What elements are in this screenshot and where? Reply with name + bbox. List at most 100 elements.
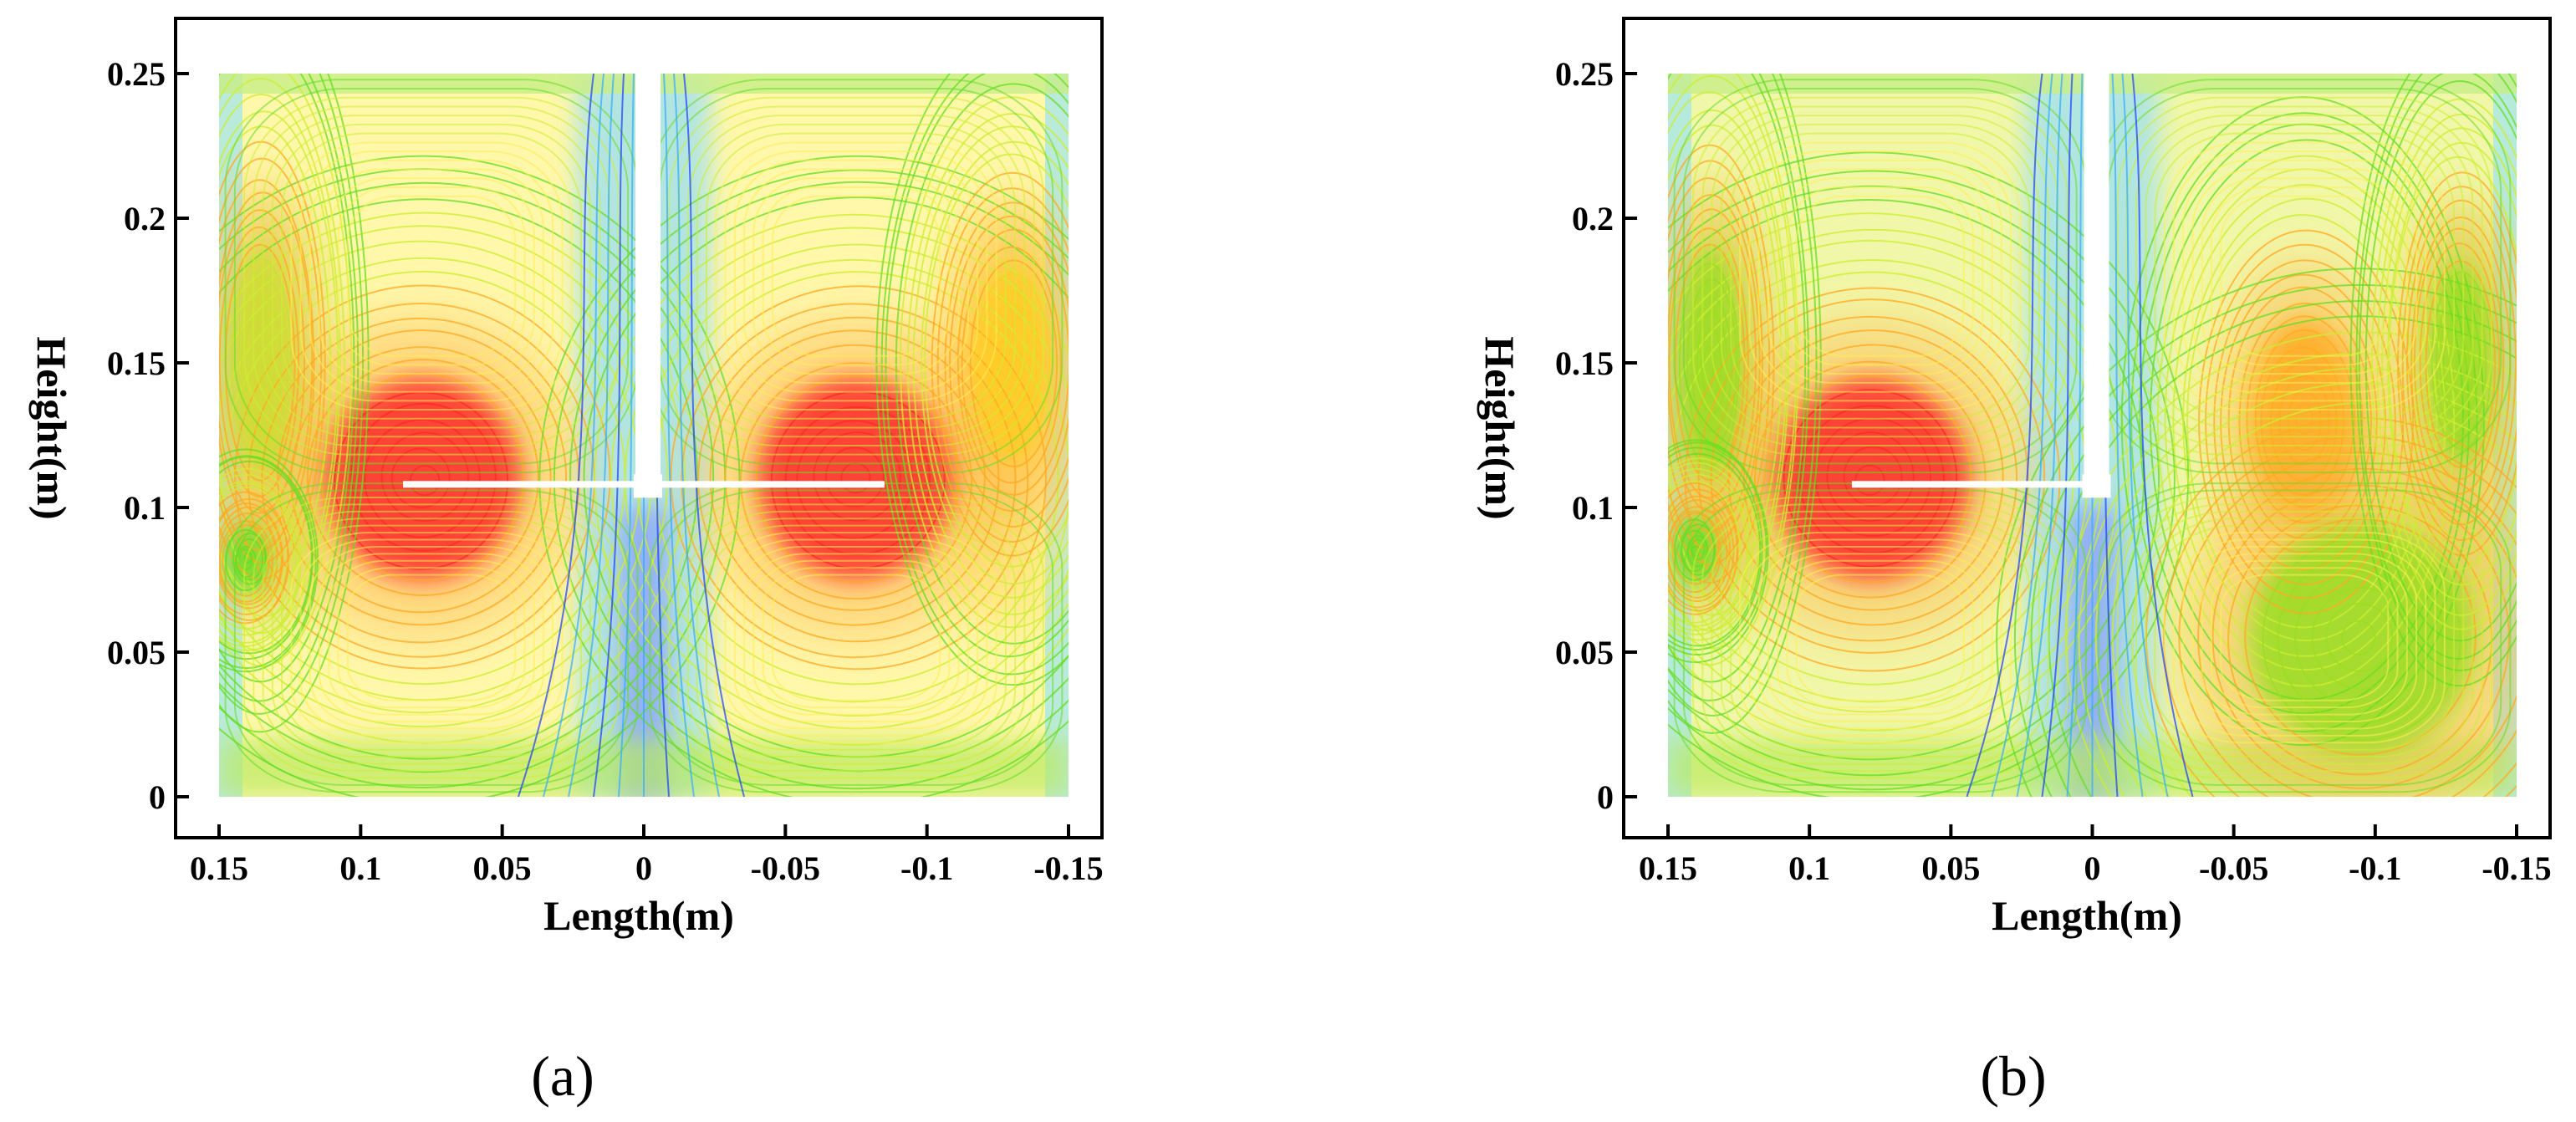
streamline (1668, 74, 1818, 717)
streamline (346, 195, 517, 357)
streamline (299, 150, 564, 402)
streamline (733, 159, 979, 393)
impeller-shaft (2084, 65, 2109, 485)
streamline (2182, 545, 2427, 730)
streamline (219, 448, 319, 673)
streamline (233, 87, 630, 465)
streamline (715, 141, 997, 411)
x-tick-label: 0.05 (473, 849, 532, 887)
streamline (1668, 74, 1809, 701)
streamline (2405, 199, 2517, 526)
streamline (1768, 375, 1972, 584)
chart-panel-a: 0.15 0.1 0.05 0 -0.05 -0.1 -0.15 0 0.05 0.1 0.15 0.… (28, 17, 1104, 1108)
streamline (1739, 141, 2022, 411)
streamline (1730, 524, 2031, 751)
streamline (237, 548, 253, 571)
streamline (1668, 462, 1754, 635)
streamline (299, 538, 564, 737)
streamline (2211, 484, 2510, 789)
streamline (931, 171, 1069, 557)
streamline (219, 209, 306, 514)
streamline (309, 545, 554, 730)
streamline (2182, 197, 2431, 642)
streamline (1668, 506, 1728, 599)
streamline (1748, 150, 2012, 402)
vortex-core (2247, 522, 2475, 754)
streamline (594, 213, 1069, 746)
streamline (2173, 538, 2436, 737)
streamline (219, 456, 314, 660)
streamline (1826, 431, 1915, 522)
streamline (222, 524, 270, 597)
streamline (1668, 482, 1739, 615)
streamline (895, 83, 1069, 645)
streamline (824, 446, 885, 507)
streamline (1697, 298, 2046, 654)
streamline (271, 123, 592, 429)
streamline (2376, 114, 2517, 616)
x-tick-label: -0.1 (900, 849, 953, 887)
streamline (696, 518, 1017, 758)
streamline (2419, 242, 2501, 480)
streamline (1767, 553, 1993, 723)
streamline (1710, 315, 2029, 642)
streamline (1777, 559, 1984, 716)
streamline (2210, 186, 2399, 366)
streamline (885, 74, 1069, 658)
x-tick-label: 0.15 (190, 849, 248, 887)
streamline (2358, 74, 2517, 660)
streamline (1668, 227, 1749, 499)
streamline (593, 74, 625, 797)
streamline (328, 177, 535, 375)
streamline (271, 518, 592, 758)
streamline (1795, 574, 1965, 701)
streamline (986, 302, 1038, 422)
streamline (290, 532, 573, 744)
streamline (380, 431, 469, 523)
streamline (1711, 510, 2049, 765)
streamline (2135, 115, 2474, 438)
streamline (2205, 243, 2405, 599)
streamline (234, 284, 611, 670)
streamline (2163, 141, 2446, 411)
streamline (1690, 538, 1706, 561)
streamline (230, 258, 292, 462)
streamline (2016, 74, 2063, 797)
y-tick-label: 0.1 (124, 489, 166, 527)
streamline (956, 228, 1069, 496)
streamline (518, 74, 594, 797)
panel-label: (a) (531, 1044, 594, 1108)
streamline (1701, 105, 2059, 446)
streamline (2111, 74, 2144, 797)
x-tick-label: -0.15 (1033, 849, 1103, 887)
streamline (1668, 480, 1742, 624)
streamline (219, 225, 669, 727)
streamline (538, 155, 1069, 797)
streamline (686, 510, 1026, 765)
y-tick-label: 0.1 (1572, 489, 1614, 527)
streamline (1720, 123, 2040, 429)
streamline (1692, 496, 2068, 779)
streamline (1668, 151, 2190, 797)
streamline (219, 506, 283, 609)
streamline (2442, 319, 2474, 411)
y-tick-label: 0.25 (107, 55, 166, 93)
streamline (2131, 402, 2517, 797)
streamline (1684, 287, 2061, 672)
x-tick-label: 0.15 (1639, 849, 1697, 887)
streamline (219, 486, 294, 630)
streamline (2436, 288, 2487, 437)
y-tick-label: 0.25 (1555, 55, 1614, 93)
streamline (390, 447, 451, 508)
streamline (1668, 170, 2176, 791)
streamline (2098, 482, 2512, 793)
streamline (219, 520, 273, 603)
streamline (1795, 195, 1965, 357)
streamline (2172, 184, 2438, 657)
streamline (1668, 439, 1769, 664)
streamline (658, 489, 1054, 786)
streamline (2131, 74, 2194, 797)
streamline (219, 74, 360, 702)
streamline (1748, 538, 2012, 737)
streamline (328, 559, 535, 716)
